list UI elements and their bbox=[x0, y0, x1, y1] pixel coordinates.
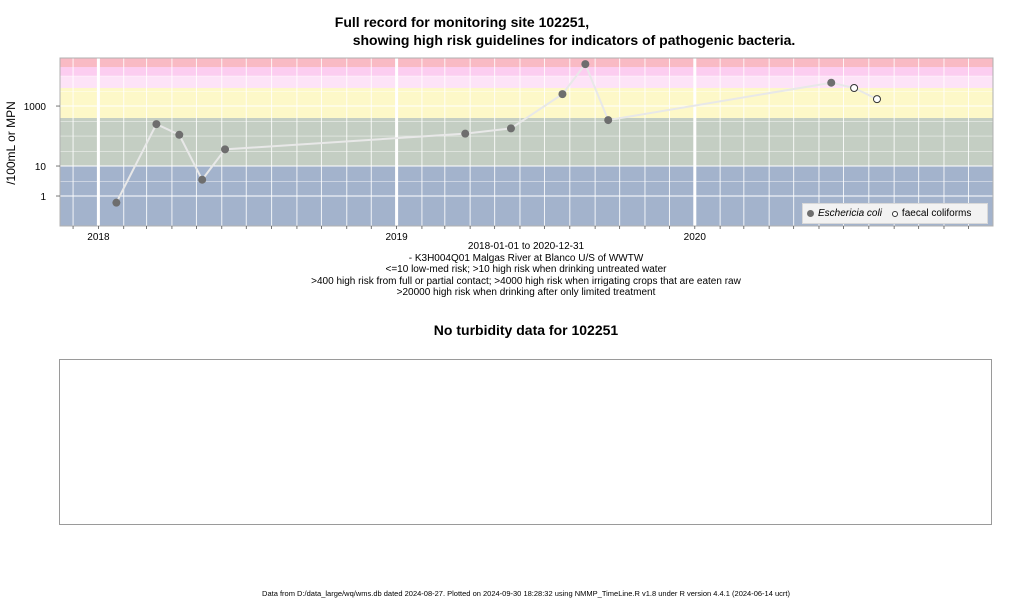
footer-note: Data from D:/data_large/wq/wms.db dated … bbox=[262, 589, 790, 598]
caption-site: - K3H004Q01 Malgas River at Blanco U/S o… bbox=[408, 252, 644, 264]
x-tick-label: 2020 bbox=[684, 232, 707, 243]
risk-band-5 bbox=[60, 58, 993, 68]
data-point-faecal bbox=[872, 95, 881, 104]
data-point-ecoli bbox=[461, 129, 470, 138]
risk-band-3 bbox=[60, 76, 993, 88]
plot-border bbox=[59, 57, 994, 227]
data-point-ecoli bbox=[604, 116, 613, 125]
data-point-ecoli bbox=[112, 198, 121, 207]
filled-circle-icon bbox=[807, 210, 814, 217]
data-point-ecoli bbox=[558, 90, 567, 99]
turbidity-title: No turbidity data for 102251 bbox=[433, 322, 619, 338]
chart-legend: Eschericia coli faecal coliforms bbox=[802, 203, 988, 224]
risk-band-2 bbox=[60, 87, 993, 118]
y-axis-label: /100mL or MPN bbox=[4, 101, 18, 185]
legend-item-faecal: faecal coliforms bbox=[891, 208, 972, 219]
data-point-ecoli bbox=[827, 78, 836, 87]
caption-risk-3: >20000 high risk when drinking after onl… bbox=[396, 287, 656, 299]
legend-label-ecoli: Eschericia coli bbox=[818, 208, 882, 219]
risk-band-4 bbox=[60, 67, 993, 77]
y-tick-label: 1 bbox=[40, 192, 46, 203]
y-tick-label: 10 bbox=[35, 162, 47, 173]
x-tick-label: 2019 bbox=[385, 232, 408, 243]
data-point-ecoli bbox=[581, 60, 590, 69]
risk-band-1 bbox=[60, 117, 993, 167]
legend-label-faecal: faecal coliforms bbox=[901, 208, 972, 219]
data-point-ecoli bbox=[506, 124, 515, 133]
turbidity-panel bbox=[59, 359, 992, 525]
legend-item-ecoli: Eschericia coli bbox=[807, 208, 882, 219]
chart-title-line2: showing high risk guidelines for indicat… bbox=[352, 32, 796, 48]
caption-risk-2: >400 high risk from full or partial cont… bbox=[311, 275, 741, 287]
data-point-ecoli bbox=[221, 145, 230, 154]
x-tick-label: 2018 bbox=[87, 232, 110, 243]
data-point-faecal bbox=[850, 83, 859, 92]
data-point-ecoli bbox=[198, 175, 207, 184]
data-point-ecoli bbox=[175, 130, 184, 139]
y-tick-label: 1000 bbox=[24, 102, 47, 113]
open-circle-icon bbox=[891, 210, 898, 217]
caption-risk-1: <=10 low-med risk; >10 high risk when dr… bbox=[385, 264, 667, 276]
caption-date-range: 2018-01-01 to 2020-12-31 bbox=[467, 241, 585, 252]
chart-title-line1: Full record for monitoring site 102251, bbox=[334, 14, 590, 30]
data-point-ecoli bbox=[152, 120, 161, 129]
